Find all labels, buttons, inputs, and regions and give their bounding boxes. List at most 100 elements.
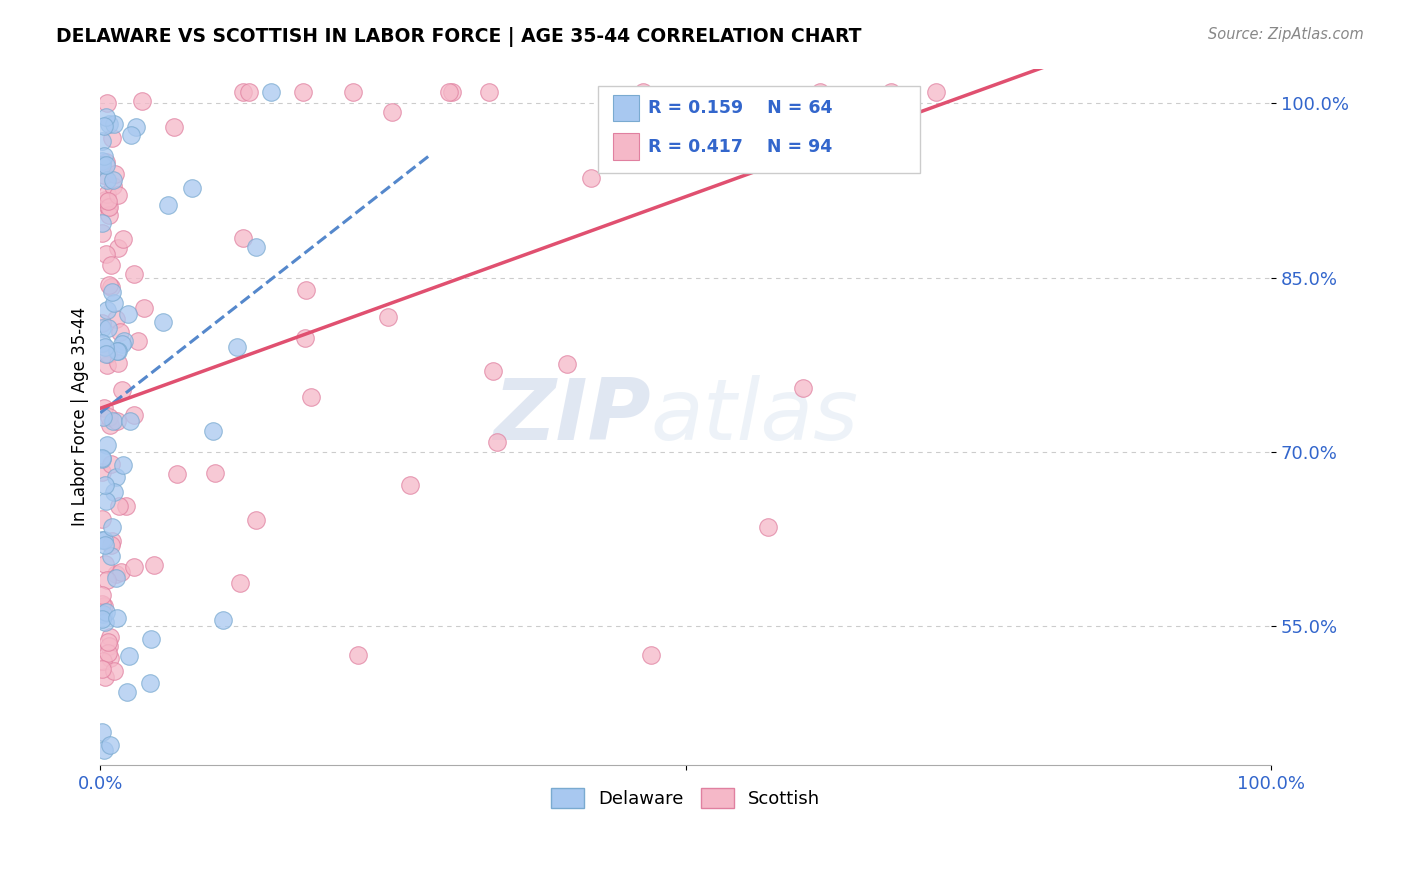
Point — [399, 478, 422, 492]
Point — [115, 500, 138, 514]
Point — [93, 742, 115, 756]
Point — [90, 134, 112, 148]
Point — [97, 321, 120, 335]
Point — [107, 356, 129, 370]
Point — [112, 458, 135, 472]
Point — [96, 172, 118, 186]
Point — [108, 499, 131, 513]
Point — [112, 334, 135, 348]
Point — [98, 630, 121, 644]
Point — [204, 466, 226, 480]
Point — [100, 280, 122, 294]
Point — [90, 452, 112, 467]
Point — [131, 94, 153, 108]
Point — [342, 85, 364, 99]
Point — [232, 231, 254, 245]
Point — [117, 684, 139, 698]
Point — [96, 95, 118, 110]
Point — [93, 149, 115, 163]
Point — [118, 414, 141, 428]
Point — [101, 414, 124, 428]
Point — [120, 128, 142, 142]
Point — [91, 654, 114, 668]
Point — [437, 85, 460, 99]
Point — [94, 537, 117, 551]
Point — [94, 670, 117, 684]
Bar — [613, 95, 638, 121]
Point — [105, 470, 128, 484]
Point — [91, 450, 114, 465]
Point — [104, 167, 127, 181]
Point — [225, 340, 247, 354]
Point — [107, 188, 129, 202]
Point — [579, 171, 602, 186]
Point — [125, 120, 148, 134]
Point — [97, 347, 120, 361]
Point — [478, 85, 501, 99]
Point — [924, 85, 946, 99]
Point — [91, 409, 114, 424]
Point — [96, 158, 118, 172]
Point — [90, 465, 112, 479]
Point — [122, 408, 145, 422]
Point — [93, 401, 115, 415]
Point — [152, 315, 174, 329]
Point — [103, 117, 125, 131]
Point — [107, 242, 129, 256]
Point — [98, 117, 121, 131]
Point — [212, 613, 235, 627]
Point — [94, 154, 117, 169]
Point — [105, 344, 128, 359]
Point — [96, 186, 118, 201]
Point — [180, 180, 202, 194]
Point — [347, 648, 370, 662]
Point — [97, 634, 120, 648]
Point — [96, 302, 118, 317]
Point — [98, 738, 121, 752]
Point — [90, 321, 112, 335]
Point — [827, 124, 849, 138]
Point — [122, 559, 145, 574]
Point — [90, 512, 112, 526]
Point — [90, 158, 112, 172]
Point — [96, 494, 118, 508]
Text: R = 0.417    N = 94: R = 0.417 N = 94 — [648, 137, 832, 156]
Point — [631, 85, 654, 99]
Point — [97, 200, 120, 214]
Point — [94, 558, 117, 572]
Point — [93, 193, 115, 207]
Point — [105, 312, 128, 326]
Point — [96, 437, 118, 451]
Point — [98, 417, 121, 432]
Point — [93, 607, 115, 621]
Point — [163, 120, 186, 134]
Text: ZIP: ZIP — [494, 376, 651, 458]
Point — [139, 675, 162, 690]
Point — [90, 226, 112, 240]
Point — [98, 651, 121, 665]
Point — [295, 283, 318, 297]
Point — [100, 457, 122, 471]
Point — [101, 131, 124, 145]
Point — [91, 216, 114, 230]
Point — [100, 533, 122, 548]
Point — [117, 307, 139, 321]
Point — [112, 232, 135, 246]
Point — [90, 612, 112, 626]
Point — [122, 267, 145, 281]
Point — [141, 632, 163, 646]
Point — [108, 325, 131, 339]
Point — [98, 278, 121, 293]
Point — [90, 335, 112, 350]
Point — [103, 664, 125, 678]
Point — [94, 615, 117, 630]
Point — [90, 662, 112, 676]
Point — [107, 611, 129, 625]
Point — [134, 301, 156, 315]
Point — [105, 571, 128, 585]
Point — [291, 85, 314, 99]
Point — [96, 110, 118, 124]
Point — [96, 247, 118, 261]
Point — [94, 347, 117, 361]
Point — [118, 648, 141, 663]
